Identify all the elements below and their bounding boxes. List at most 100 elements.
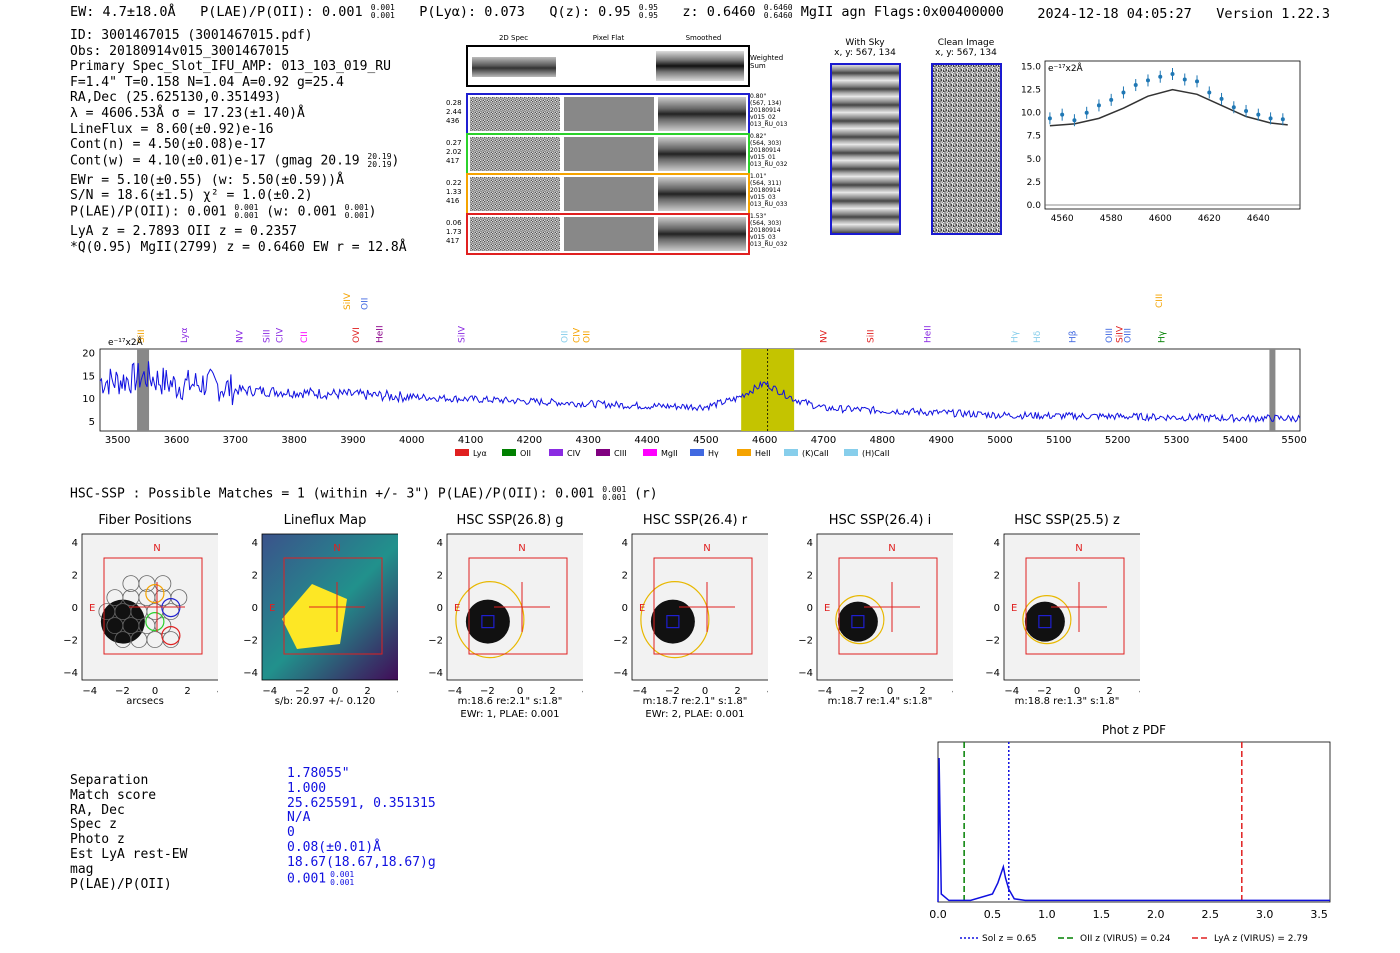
spectrum-line-label: Hγ	[1011, 330, 1021, 343]
cutout-row-left-label: 417	[446, 237, 460, 245]
spectrum-line-label: SiII	[867, 329, 877, 343]
clean-image	[931, 63, 1002, 235]
thumb-xtick-label: −2	[295, 686, 310, 697]
spectrum-legend-label: OII	[520, 449, 531, 458]
photz-legend-label: OII z (VIRUS) = 0.24	[1080, 934, 1171, 944]
header-line: EW: 4.7±18.0Å P(LAE)/P(OII): 0.001 0.001…	[70, 3, 1004, 21]
thumb-ytick-label: −4	[985, 668, 1000, 679]
match-label: Match score	[70, 787, 157, 803]
info-plae-text: P(LAE)/P(OII): 0.001	[70, 204, 227, 220]
cutout-row-left-label: 1.73	[446, 228, 462, 236]
cutout-row-left-label: 0.06	[446, 219, 462, 227]
match-plae-sub: 0.001	[330, 877, 355, 887]
fiber-highlight-circle	[161, 625, 181, 646]
cutout-smoothed-image	[658, 177, 746, 211]
spectrum-legend-swatch	[690, 449, 704, 456]
info-plae-sup: 0.001	[234, 202, 259, 212]
cutout-row-left-labels: 0.22 1.33 416	[446, 179, 466, 206]
east-label: E	[454, 603, 460, 614]
thumb-xtick-label: 4	[582, 686, 583, 697]
thumb-xtick-label: −2	[665, 686, 680, 697]
spectrum-ytick-label: 5	[89, 417, 95, 428]
thumb-xtick-label: 4	[217, 686, 218, 697]
spectrum-xtick-label: 4300	[576, 435, 601, 446]
info-contw-sub: 20.19	[367, 159, 392, 169]
source-blob	[837, 601, 878, 642]
zoom-ytick-label: 15.0	[1021, 62, 1041, 72]
zoom-data-point	[1170, 71, 1175, 76]
zoom-data-point	[1182, 77, 1187, 82]
spectrum-legend: Lyα OII CIV CIII MgII Hγ HeII (K)CaII (H)CaII	[455, 449, 889, 458]
aperture-box	[838, 557, 938, 655]
cutout-header-2dspec: 2D Spec	[498, 34, 529, 42]
info-id: ID: 3001467015 (3001467015.pdf)	[70, 28, 313, 43]
cutout-row-right-label: 013_RU_032	[750, 161, 788, 168]
thumb-ytick-label: −4	[613, 668, 628, 679]
photz-xtick-label: 0.5	[984, 908, 1002, 921]
cutout-row-right-label: v015_03	[750, 194, 776, 201]
cutout-pixelflat-image	[564, 177, 654, 211]
clean-image-title: Clean Image	[937, 38, 995, 48]
cutout-row-left-label: 417	[446, 157, 460, 165]
cutout-2dspec-image	[470, 177, 560, 211]
spectrum-line-label: Lyα	[180, 327, 190, 343]
spectrum-line-label: SiII	[137, 329, 147, 343]
spectrum-series-line	[99, 361, 1301, 424]
thumb-ytick-label: −2	[985, 636, 1000, 647]
aperture-ellipse	[1022, 594, 1072, 645]
thumb-xtick-label: −2	[115, 686, 130, 697]
thumbnail-title: Fiber Positions	[98, 513, 192, 528]
cutout-row-right-label: 1.01"	[750, 173, 767, 180]
spectrum-line-label: CII	[300, 331, 310, 343]
spectrum-line-label: CIV	[572, 327, 582, 343]
east-label: E	[1011, 603, 1017, 614]
zoom-xtick-label: 4600	[1149, 214, 1172, 224]
spectrum-yticks: 20 15 10 5	[82, 349, 95, 428]
spectrum-xtick-label: 3800	[281, 435, 306, 446]
spectrum-xtick-label: 4200	[517, 435, 542, 446]
zoom-data-point	[1219, 96, 1224, 101]
thumb-xtick-label: −4	[82, 686, 97, 697]
zoom-data-point	[1133, 83, 1138, 88]
thumb-xtick-label: 0	[152, 686, 158, 697]
zoom-xtick-label: 4580	[1100, 214, 1123, 224]
thumbnail-caption: m:18.7 re:2.1" s:1.8"	[642, 696, 748, 707]
match-label: Separation	[70, 773, 149, 788]
thumb-xtick-label: 2	[734, 686, 740, 697]
spectrum-xtick-label: 3900	[340, 435, 365, 446]
thumb-ytick-label: −2	[63, 636, 78, 647]
cutout-row-left-label: 2.44	[446, 108, 462, 116]
match-label: Est LyA rest-EW	[70, 846, 188, 862]
match-label: Photo z	[70, 832, 125, 848]
fiber-circle	[170, 589, 188, 606]
cutout-row-right-label: v015_03	[750, 234, 776, 241]
spectrum-legend-label: CIV	[567, 449, 581, 458]
thumb-ytick-label: −4	[63, 668, 78, 679]
thumbnail-caption: arcsecs	[126, 696, 164, 707]
match-value: 25.625591, 0.351315	[287, 795, 436, 811]
match-value: 0	[287, 825, 295, 841]
match-value-plae: 0.001 0.001 0.001	[287, 870, 436, 887]
thumbnail-plot: N E 4 2 0 −2 −4 −4 −2 0 2 4	[63, 533, 218, 697]
thumbnail-caption: s/b: 20.97 +/- 0.120	[274, 696, 376, 707]
hsc-line-suffix: (r)	[634, 486, 658, 502]
info-block: ID: 3001467015 (3001467015.pdf) Obs: 201…	[70, 28, 407, 255]
spectrum-xtick-label: 4800	[870, 435, 895, 446]
header-plae-sub: 0.001	[370, 11, 395, 20]
cutout-smoothed-image	[658, 97, 746, 131]
hsc-line-sup: 0.001	[602, 485, 627, 494]
thumb-ytick-label: 0	[994, 603, 1000, 614]
header-qz-sup: 0.95	[638, 3, 658, 12]
source-blob	[650, 599, 695, 644]
spectrum-xtick-label: 5200	[1105, 435, 1130, 446]
match-value: 0.08(±0.01)Å	[287, 839, 381, 855]
info-sn: S/N = 18.6(±1.5) χ² = 1.0(±0.2)	[70, 188, 313, 204]
zoom-ytick-label: 7.5	[1027, 132, 1041, 142]
spectrum-legend-swatch	[784, 449, 798, 456]
catalog-box	[1038, 614, 1052, 629]
zoom-data-point	[1084, 110, 1089, 115]
cutout-row-right-labels: 1.53" (564, 303) 20180914 v015_03 013_RU_032	[750, 213, 798, 248]
zoom-data-point	[1268, 116, 1273, 121]
spectrum-line-label: NV	[235, 329, 245, 343]
